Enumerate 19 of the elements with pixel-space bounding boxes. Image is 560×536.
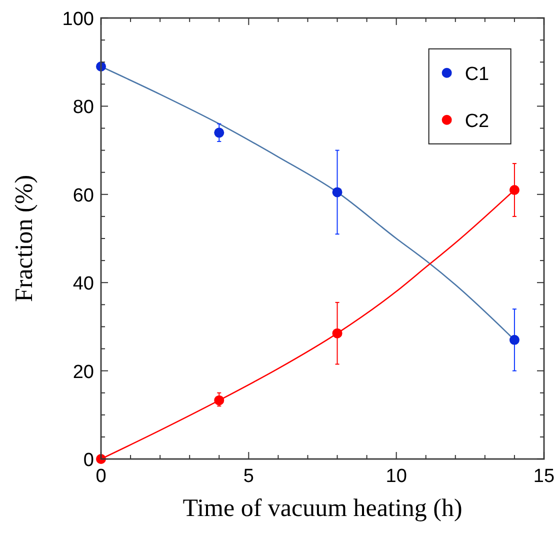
point — [332, 187, 342, 198]
y-tick-label: 20 — [72, 362, 94, 383]
point — [509, 184, 520, 195]
point — [509, 334, 520, 345]
x-tick-label: 5 — [243, 466, 254, 487]
point — [214, 128, 224, 138]
y-tick-label: 40 — [72, 274, 94, 295]
point — [214, 395, 224, 406]
y-tick-label: 100 — [62, 9, 94, 30]
x-tick-label: 15 — [533, 466, 555, 487]
point — [332, 328, 342, 338]
y-axis-title: Fraction (%) — [11, 174, 38, 302]
y-tick-label: 60 — [72, 185, 94, 206]
legend-label: C2 — [464, 110, 490, 132]
x-tick-label: 10 — [386, 466, 407, 487]
y-tick-label: 80 — [72, 97, 94, 118]
y-tick-label: 0 — [83, 450, 94, 471]
legend-label: C1 — [464, 64, 490, 85]
x-axis-title: Time of vacuum heating (h) — [182, 495, 462, 522]
